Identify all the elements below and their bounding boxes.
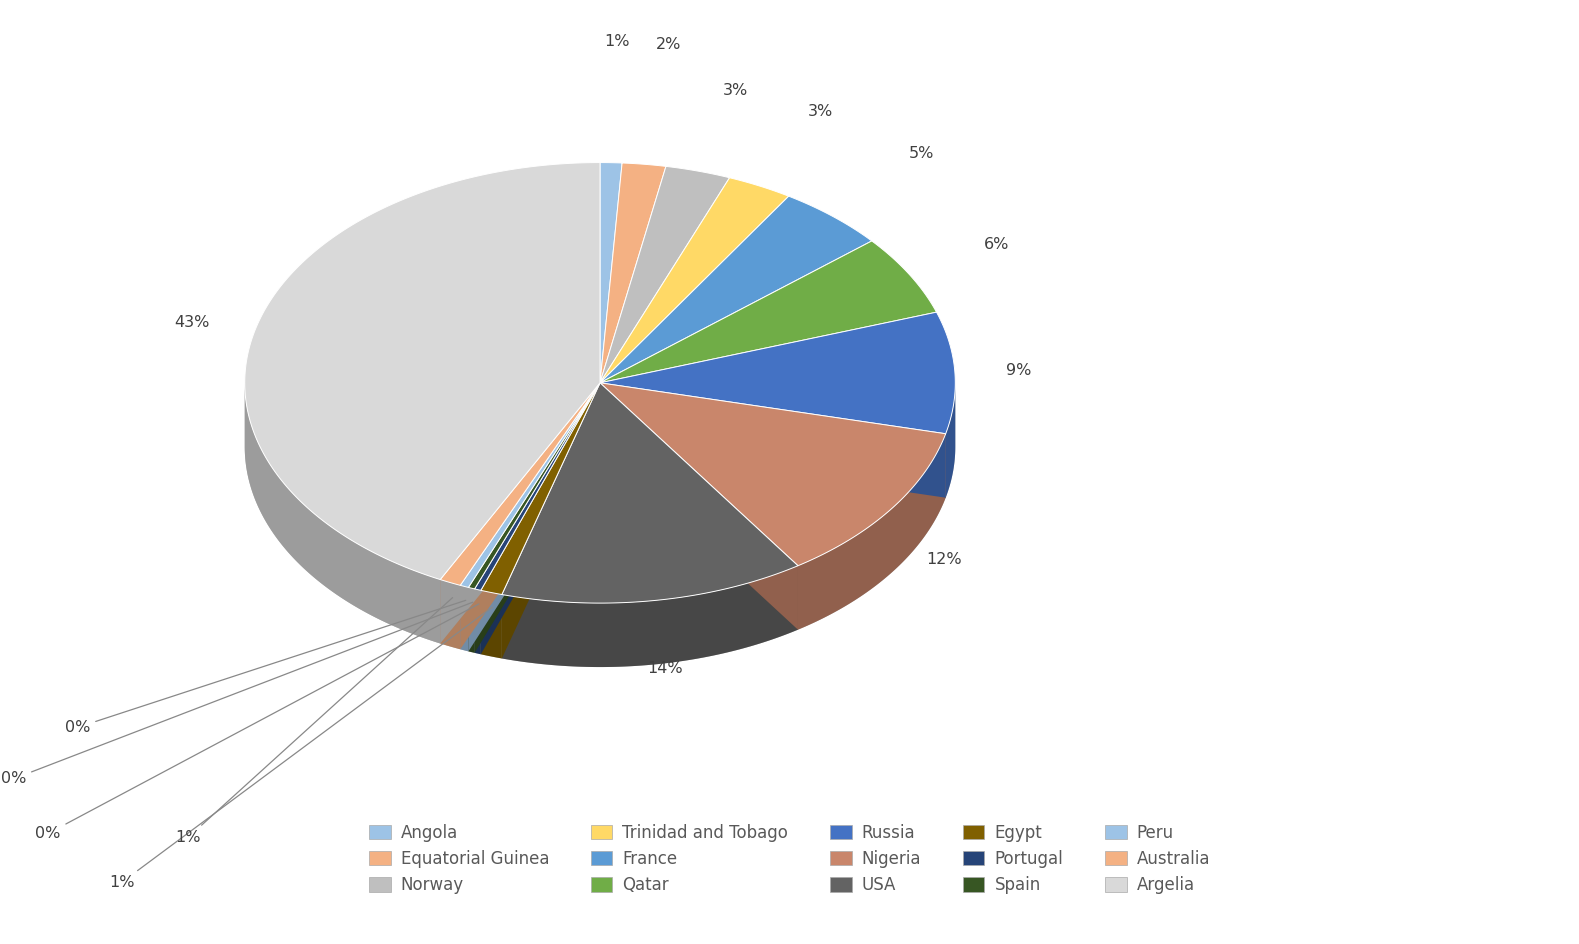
Polygon shape bbox=[502, 383, 600, 659]
Polygon shape bbox=[482, 383, 600, 654]
Text: 5%: 5% bbox=[910, 146, 935, 160]
Polygon shape bbox=[502, 565, 797, 667]
Text: 1%: 1% bbox=[109, 607, 493, 890]
Polygon shape bbox=[441, 580, 459, 649]
Legend: Angola, Equatorial Guinea, Norway, Trinidad and Tobago, France, Qatar, Russia, N: Angola, Equatorial Guinea, Norway, Trini… bbox=[362, 818, 1217, 901]
Polygon shape bbox=[797, 433, 946, 630]
Polygon shape bbox=[482, 383, 600, 595]
Polygon shape bbox=[600, 383, 946, 497]
Text: 1%: 1% bbox=[175, 598, 453, 845]
Polygon shape bbox=[482, 383, 600, 654]
Polygon shape bbox=[459, 383, 600, 649]
Polygon shape bbox=[482, 590, 502, 659]
Polygon shape bbox=[600, 383, 946, 497]
Text: 0%: 0% bbox=[2, 602, 472, 786]
Polygon shape bbox=[441, 383, 600, 644]
Polygon shape bbox=[600, 383, 797, 630]
Text: 14%: 14% bbox=[647, 661, 682, 676]
Text: 6%: 6% bbox=[984, 237, 1009, 252]
Polygon shape bbox=[946, 383, 955, 497]
Polygon shape bbox=[469, 383, 600, 651]
Polygon shape bbox=[600, 177, 788, 383]
Polygon shape bbox=[600, 196, 872, 383]
Polygon shape bbox=[459, 585, 469, 651]
Polygon shape bbox=[469, 383, 600, 651]
Polygon shape bbox=[600, 162, 622, 383]
Polygon shape bbox=[475, 383, 600, 653]
Polygon shape bbox=[475, 589, 482, 654]
Polygon shape bbox=[475, 383, 600, 590]
Polygon shape bbox=[441, 383, 600, 644]
Polygon shape bbox=[600, 166, 729, 383]
Polygon shape bbox=[469, 587, 475, 653]
Polygon shape bbox=[245, 383, 441, 644]
Polygon shape bbox=[469, 383, 600, 589]
Polygon shape bbox=[245, 162, 600, 580]
Polygon shape bbox=[600, 241, 936, 383]
Text: 9%: 9% bbox=[1006, 363, 1031, 379]
Text: 12%: 12% bbox=[927, 552, 962, 567]
Text: 3%: 3% bbox=[808, 104, 834, 119]
Polygon shape bbox=[600, 163, 666, 383]
Polygon shape bbox=[245, 383, 955, 667]
Polygon shape bbox=[600, 383, 946, 565]
Text: 1%: 1% bbox=[605, 34, 630, 49]
Text: 43%: 43% bbox=[174, 315, 210, 330]
Text: 0%: 0% bbox=[65, 600, 466, 734]
Polygon shape bbox=[475, 383, 600, 653]
Text: 2%: 2% bbox=[655, 37, 681, 52]
Polygon shape bbox=[502, 383, 600, 659]
Polygon shape bbox=[459, 383, 600, 587]
Polygon shape bbox=[459, 383, 600, 649]
Polygon shape bbox=[600, 383, 797, 630]
Text: 0%: 0% bbox=[35, 604, 478, 841]
Text: 3%: 3% bbox=[723, 83, 748, 98]
Polygon shape bbox=[600, 312, 955, 433]
Polygon shape bbox=[502, 383, 797, 603]
Polygon shape bbox=[441, 383, 600, 585]
